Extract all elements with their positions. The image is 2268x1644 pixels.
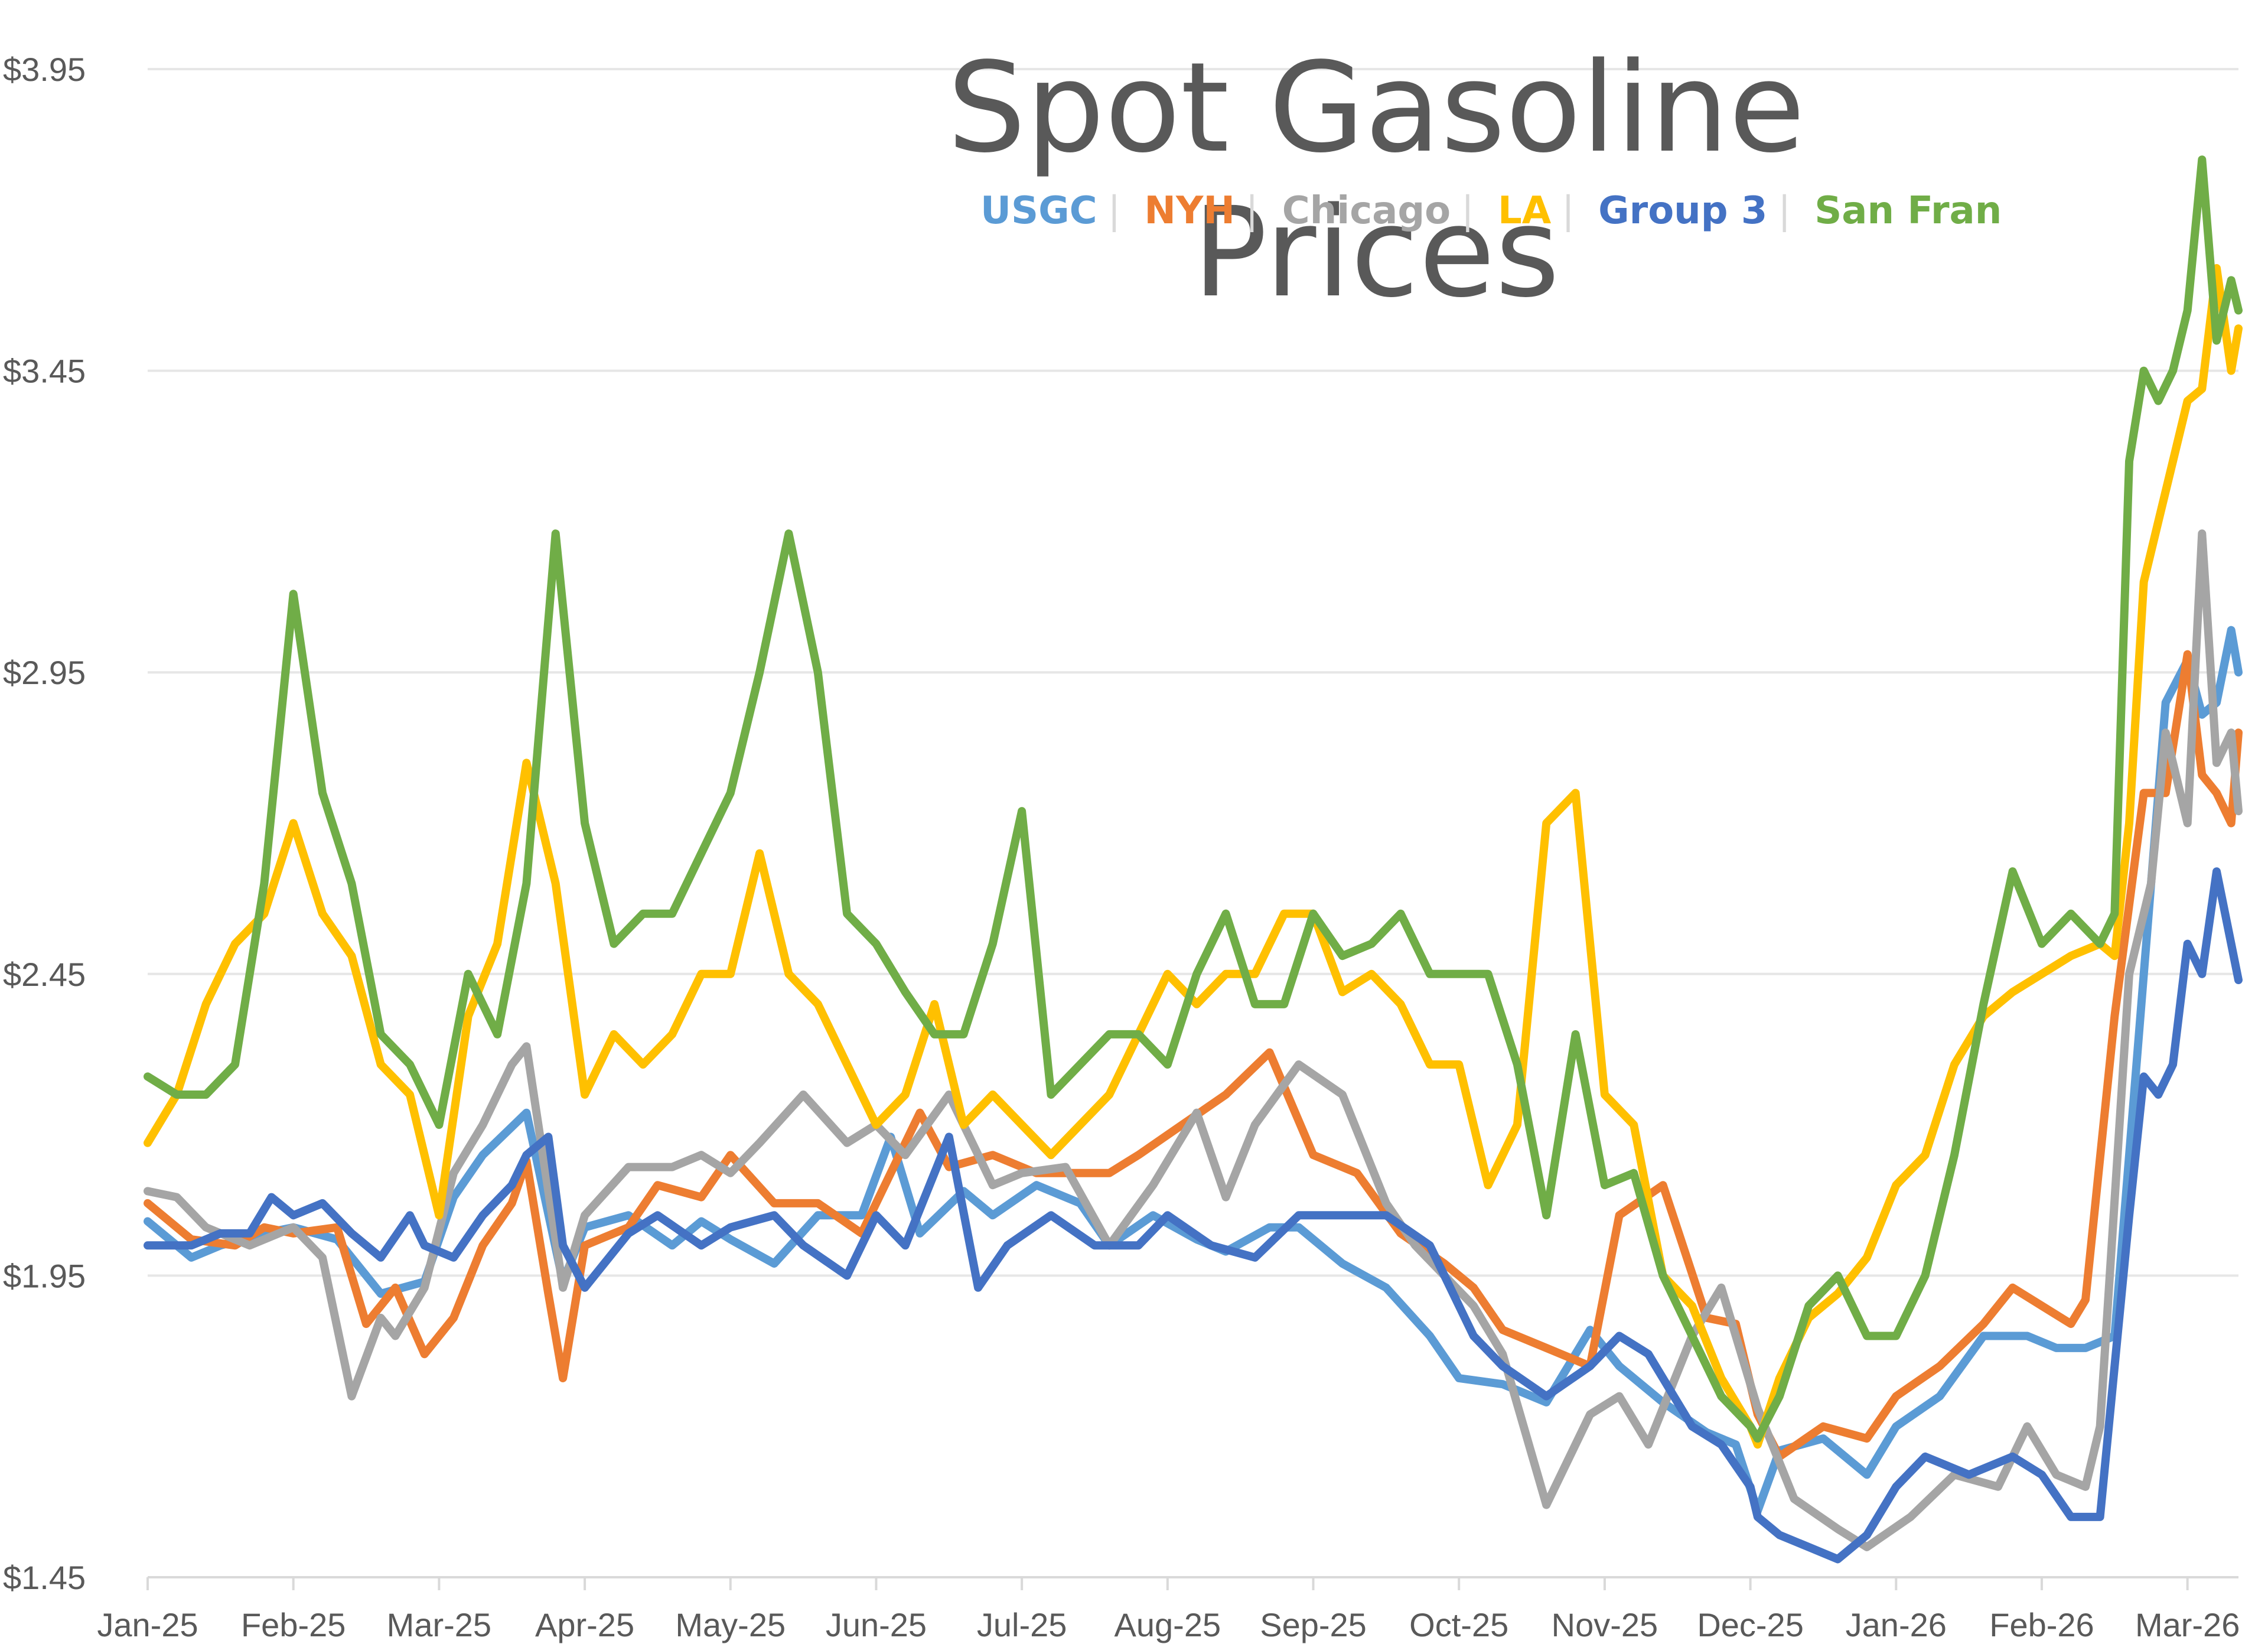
legend-separator: |	[1562, 189, 1575, 233]
y-tick-label: $2.95	[3, 654, 86, 691]
series-line-san-fran	[144, 155, 2243, 1443]
x-tick-label: Apr-25	[535, 1606, 634, 1643]
legend-item-la: LA	[1497, 189, 1552, 233]
legend-item-nyh: NYH	[1144, 189, 1235, 233]
series-line-nyh	[144, 650, 2243, 1461]
x-tick-label: Feb-25	[241, 1606, 346, 1643]
y-tick-label: $2.45	[3, 956, 86, 993]
legend-separator: |	[1107, 189, 1121, 233]
legend-separator: |	[1461, 189, 1474, 233]
x-tick-label: Jan-25	[97, 1606, 198, 1643]
x-tick-label: Jul-25	[977, 1606, 1067, 1643]
legend-separator: |	[1778, 189, 1791, 233]
legend-item-chicago: Chicago	[1282, 189, 1451, 233]
x-tick-label: Dec-25	[1697, 1606, 1804, 1643]
series-line-usgc	[144, 626, 2243, 1515]
x-tick-label: May-25	[675, 1606, 786, 1643]
x-tick-label: Aug-25	[1115, 1606, 1221, 1643]
x-tick-label: Oct-25	[1409, 1606, 1508, 1643]
x-tick-label: Nov-25	[1552, 1606, 1658, 1643]
x-tick-label: Mar-25	[387, 1606, 491, 1643]
x-tick-label: Feb-26	[1989, 1606, 2094, 1643]
y-tick-label: $1.45	[3, 1559, 86, 1596]
legend-item-san-fran: San Fran	[1814, 189, 2002, 233]
x-tick-label: Jun-25	[826, 1606, 927, 1643]
legend-separator: |	[1245, 189, 1259, 233]
series-line-la	[144, 264, 2243, 1449]
y-tick-label: $3.95	[3, 51, 86, 88]
chart-legend: USGC | NYH | Chicago | LA | Group 3 | San Fra…	[980, 189, 2002, 233]
series-line-chicago	[144, 529, 2243, 1551]
legend-item-usgc: USGC	[980, 189, 1097, 233]
x-tick-label: Mar-26	[2135, 1606, 2240, 1643]
chart-title: Spot Gasoline Prices	[947, 35, 1806, 325]
x-tick-label: Jan-26	[1846, 1606, 1947, 1643]
series-line-group-3	[144, 867, 2243, 1564]
y-tick-label: $3.45	[3, 353, 86, 390]
y-tick-label: $1.95	[3, 1257, 86, 1294]
x-tick-label: Sep-25	[1260, 1606, 1367, 1643]
legend-item-group-3: Group 3	[1598, 189, 1768, 233]
